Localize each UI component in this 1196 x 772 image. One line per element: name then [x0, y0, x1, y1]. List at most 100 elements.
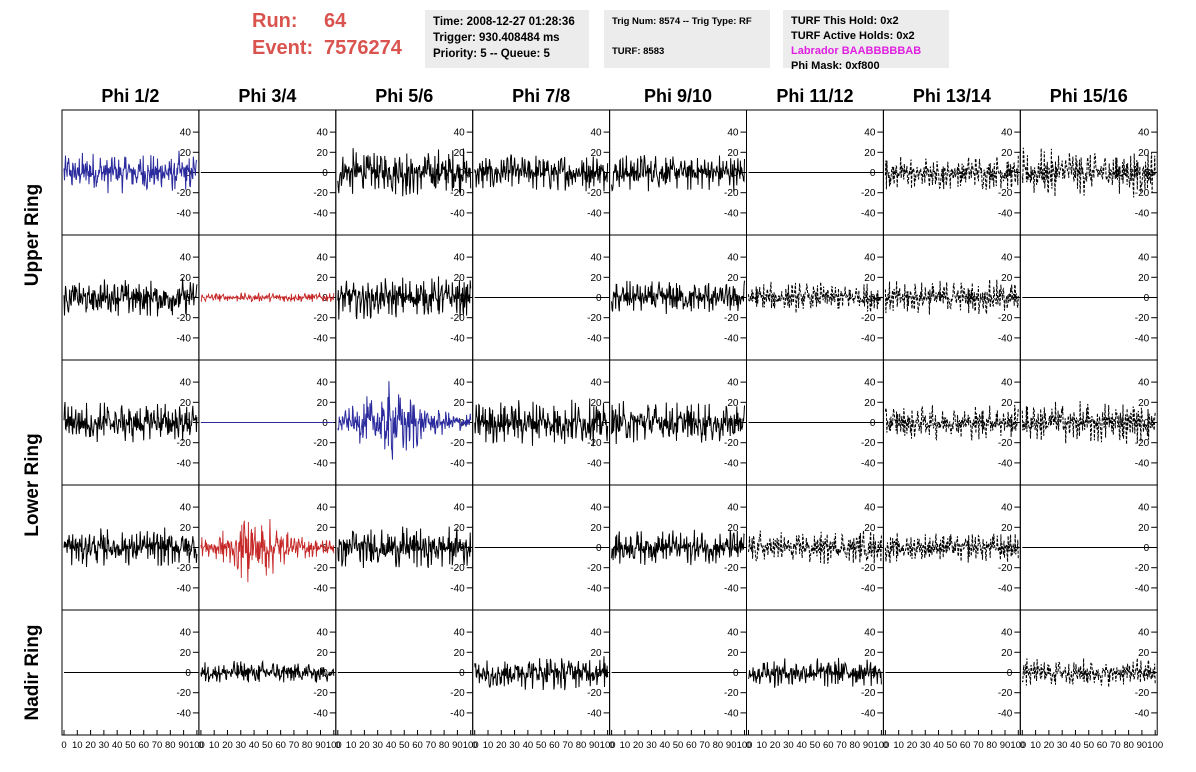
y-tick-label: -20	[1135, 313, 1150, 324]
y-tick-label: -20	[861, 313, 876, 324]
event-label: Event:	[252, 37, 314, 59]
y-tick-label: 20	[864, 398, 876, 409]
y-tick-label: -40	[587, 333, 602, 344]
y-tick-label: -20	[313, 563, 328, 574]
waveform-trace	[337, 381, 472, 460]
column-header: Phi 11/12	[776, 86, 853, 106]
y-tick-label: 0	[322, 168, 328, 179]
y-tick-label: 20	[317, 648, 329, 659]
waveform-trace	[611, 529, 745, 566]
x-tick-label: 70	[562, 740, 573, 751]
y-tick-label: 40	[1138, 128, 1150, 139]
x-tick-label: 0	[198, 740, 203, 751]
x-tick-label: 10	[1030, 740, 1041, 751]
x-tick-label: 0	[1020, 740, 1025, 751]
x-tick-label: 30	[99, 740, 110, 751]
y-tick-label: 0	[596, 293, 602, 304]
waveform-trace	[337, 526, 472, 569]
x-tick-label: 50	[1083, 740, 1094, 751]
x-tick-label: 60	[960, 740, 971, 751]
y-tick-label: -40	[998, 208, 1013, 219]
run-label: Run:	[252, 10, 298, 32]
y-tick-label: -40	[450, 583, 465, 594]
y-tick-label: -20	[724, 313, 739, 324]
x-tick-label: 50	[810, 740, 821, 751]
x-tick-label: 70	[836, 740, 847, 751]
x-tick-label: 70	[289, 740, 300, 751]
y-tick-label: -20	[176, 188, 191, 199]
x-tick-label: 90	[178, 740, 189, 751]
x-tick-label: 20	[633, 740, 644, 751]
waveform-trace	[63, 527, 198, 568]
x-tick-label: 20	[222, 740, 233, 751]
y-tick-label: 20	[1001, 273, 1013, 284]
run-event-block: Run: 64 Event: 7576274	[252, 8, 402, 62]
y-tick-label: 20	[864, 148, 876, 159]
column-header: Phi 3/4	[238, 86, 296, 106]
y-tick-label: 20	[180, 398, 192, 409]
x-tick-label: 100	[600, 740, 616, 751]
y-tick-label: -40	[724, 333, 739, 344]
y-tick-label: -20	[587, 188, 602, 199]
waveform-trace	[884, 154, 1019, 190]
y-tick-label: 40	[590, 128, 602, 139]
y-tick-label: -40	[587, 583, 602, 594]
y-tick-label: 40	[317, 253, 329, 264]
x-tick-label: 40	[1070, 740, 1081, 751]
y-tick-label: 40	[1001, 503, 1013, 514]
x-tick-label: 90	[1000, 740, 1011, 751]
x-tick-label: 20	[85, 740, 96, 751]
y-tick-label: 40	[454, 378, 466, 389]
y-tick-label: -40	[176, 208, 191, 219]
y-tick-label: 40	[1138, 253, 1150, 264]
y-tick-label: -40	[176, 333, 191, 344]
y-tick-label: -20	[450, 188, 465, 199]
y-tick-label: -20	[998, 688, 1013, 699]
y-tick-label: 0	[185, 418, 191, 429]
y-tick-label: -20	[176, 313, 191, 324]
y-tick-label: 20	[590, 398, 602, 409]
y-tick-label: 40	[1138, 378, 1150, 389]
y-tick-label: 0	[1144, 418, 1150, 429]
y-tick-label: -20	[176, 563, 191, 574]
x-tick-label: 0	[609, 740, 614, 751]
x-tick-label: 30	[372, 740, 383, 751]
y-tick-label: -20	[724, 563, 739, 574]
y-tick-label: -20	[176, 688, 191, 699]
y-tick-label: 40	[454, 628, 466, 639]
x-tick-label: 0	[746, 740, 751, 751]
y-tick-label: 20	[454, 148, 466, 159]
y-tick-label: 40	[727, 128, 739, 139]
x-tick-label: 80	[302, 740, 313, 751]
x-tick-label: 70	[973, 740, 984, 751]
y-tick-label: 20	[454, 398, 466, 409]
y-tick-label: 20	[180, 648, 192, 659]
y-tick-label: 40	[590, 253, 602, 264]
x-tick-label: 20	[907, 740, 918, 751]
waveform-trace	[200, 292, 335, 303]
y-tick-label: -40	[998, 458, 1013, 469]
x-tick-label: 0	[335, 740, 340, 751]
ring-label: Upper Ring	[22, 184, 43, 286]
y-tick-label: 20	[454, 648, 466, 659]
y-tick-label: 0	[1007, 668, 1013, 679]
waveform-trace	[611, 154, 745, 192]
y-tick-label: 20	[727, 273, 739, 284]
x-tick-label: 50	[262, 740, 273, 751]
x-tick-label: 40	[796, 740, 807, 751]
y-tick-label: 20	[1138, 523, 1150, 534]
x-tick-label: 50	[673, 740, 684, 751]
y-tick-label: 40	[590, 628, 602, 639]
y-tick-label: -40	[861, 458, 876, 469]
x-tick-label: 20	[770, 740, 781, 751]
x-tick-label: 80	[439, 740, 450, 751]
column-header: Phi 5/6	[375, 86, 433, 106]
y-tick-label: 40	[1138, 503, 1150, 514]
y-tick-label: 0	[596, 543, 602, 554]
y-tick-label: -20	[450, 563, 465, 574]
y-tick-label: -40	[861, 583, 876, 594]
y-tick-label: -20	[313, 188, 328, 199]
y-tick-label: -40	[313, 333, 328, 344]
y-tick-label: 0	[870, 543, 876, 554]
y-tick-label: 20	[727, 648, 739, 659]
